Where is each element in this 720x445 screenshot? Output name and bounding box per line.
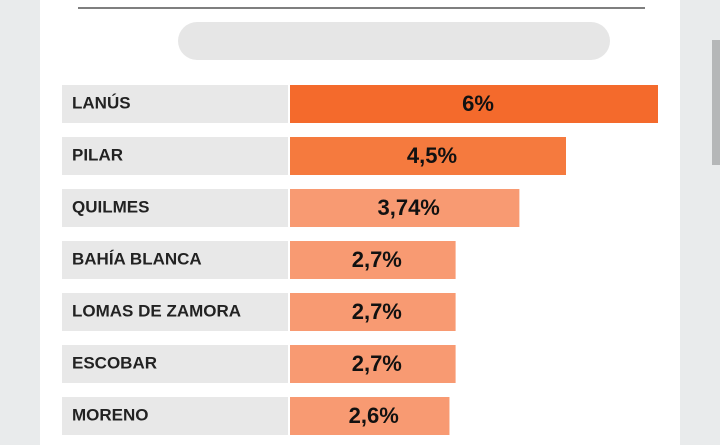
category-cell — [62, 189, 288, 227]
category-cell — [62, 85, 288, 123]
category-label: LANÚS — [72, 93, 131, 112]
value-label: 2,7% — [352, 247, 402, 272]
bar — [290, 293, 456, 331]
value-label: 6% — [462, 91, 494, 116]
bar — [290, 241, 456, 279]
category-cell — [62, 293, 288, 331]
bar — [290, 397, 450, 435]
category-cell — [62, 137, 288, 175]
category-label: MORENO — [72, 405, 149, 424]
value-label: 2,6% — [349, 403, 399, 428]
category-label: PILAR — [72, 145, 123, 164]
category-label: QUILMES — [72, 197, 149, 216]
scrollbar — [712, 40, 720, 165]
value-label: 3,74% — [377, 195, 439, 220]
blurred-caption — [178, 22, 610, 60]
value-label: 4,5% — [407, 143, 457, 168]
value-label: 2,7% — [352, 351, 402, 376]
bar — [290, 345, 456, 383]
category-label: ESCOBAR — [72, 353, 157, 372]
category-cell — [62, 397, 288, 435]
bar — [290, 85, 658, 123]
category-cell — [62, 241, 288, 279]
category-cell — [62, 345, 288, 383]
category-label: LOMAS DE ZAMORA — [72, 301, 241, 320]
bar — [290, 137, 566, 175]
bar — [290, 189, 520, 227]
value-label: 2,7% — [352, 299, 402, 324]
category-label: BAHÍA BLANCA — [72, 249, 202, 268]
